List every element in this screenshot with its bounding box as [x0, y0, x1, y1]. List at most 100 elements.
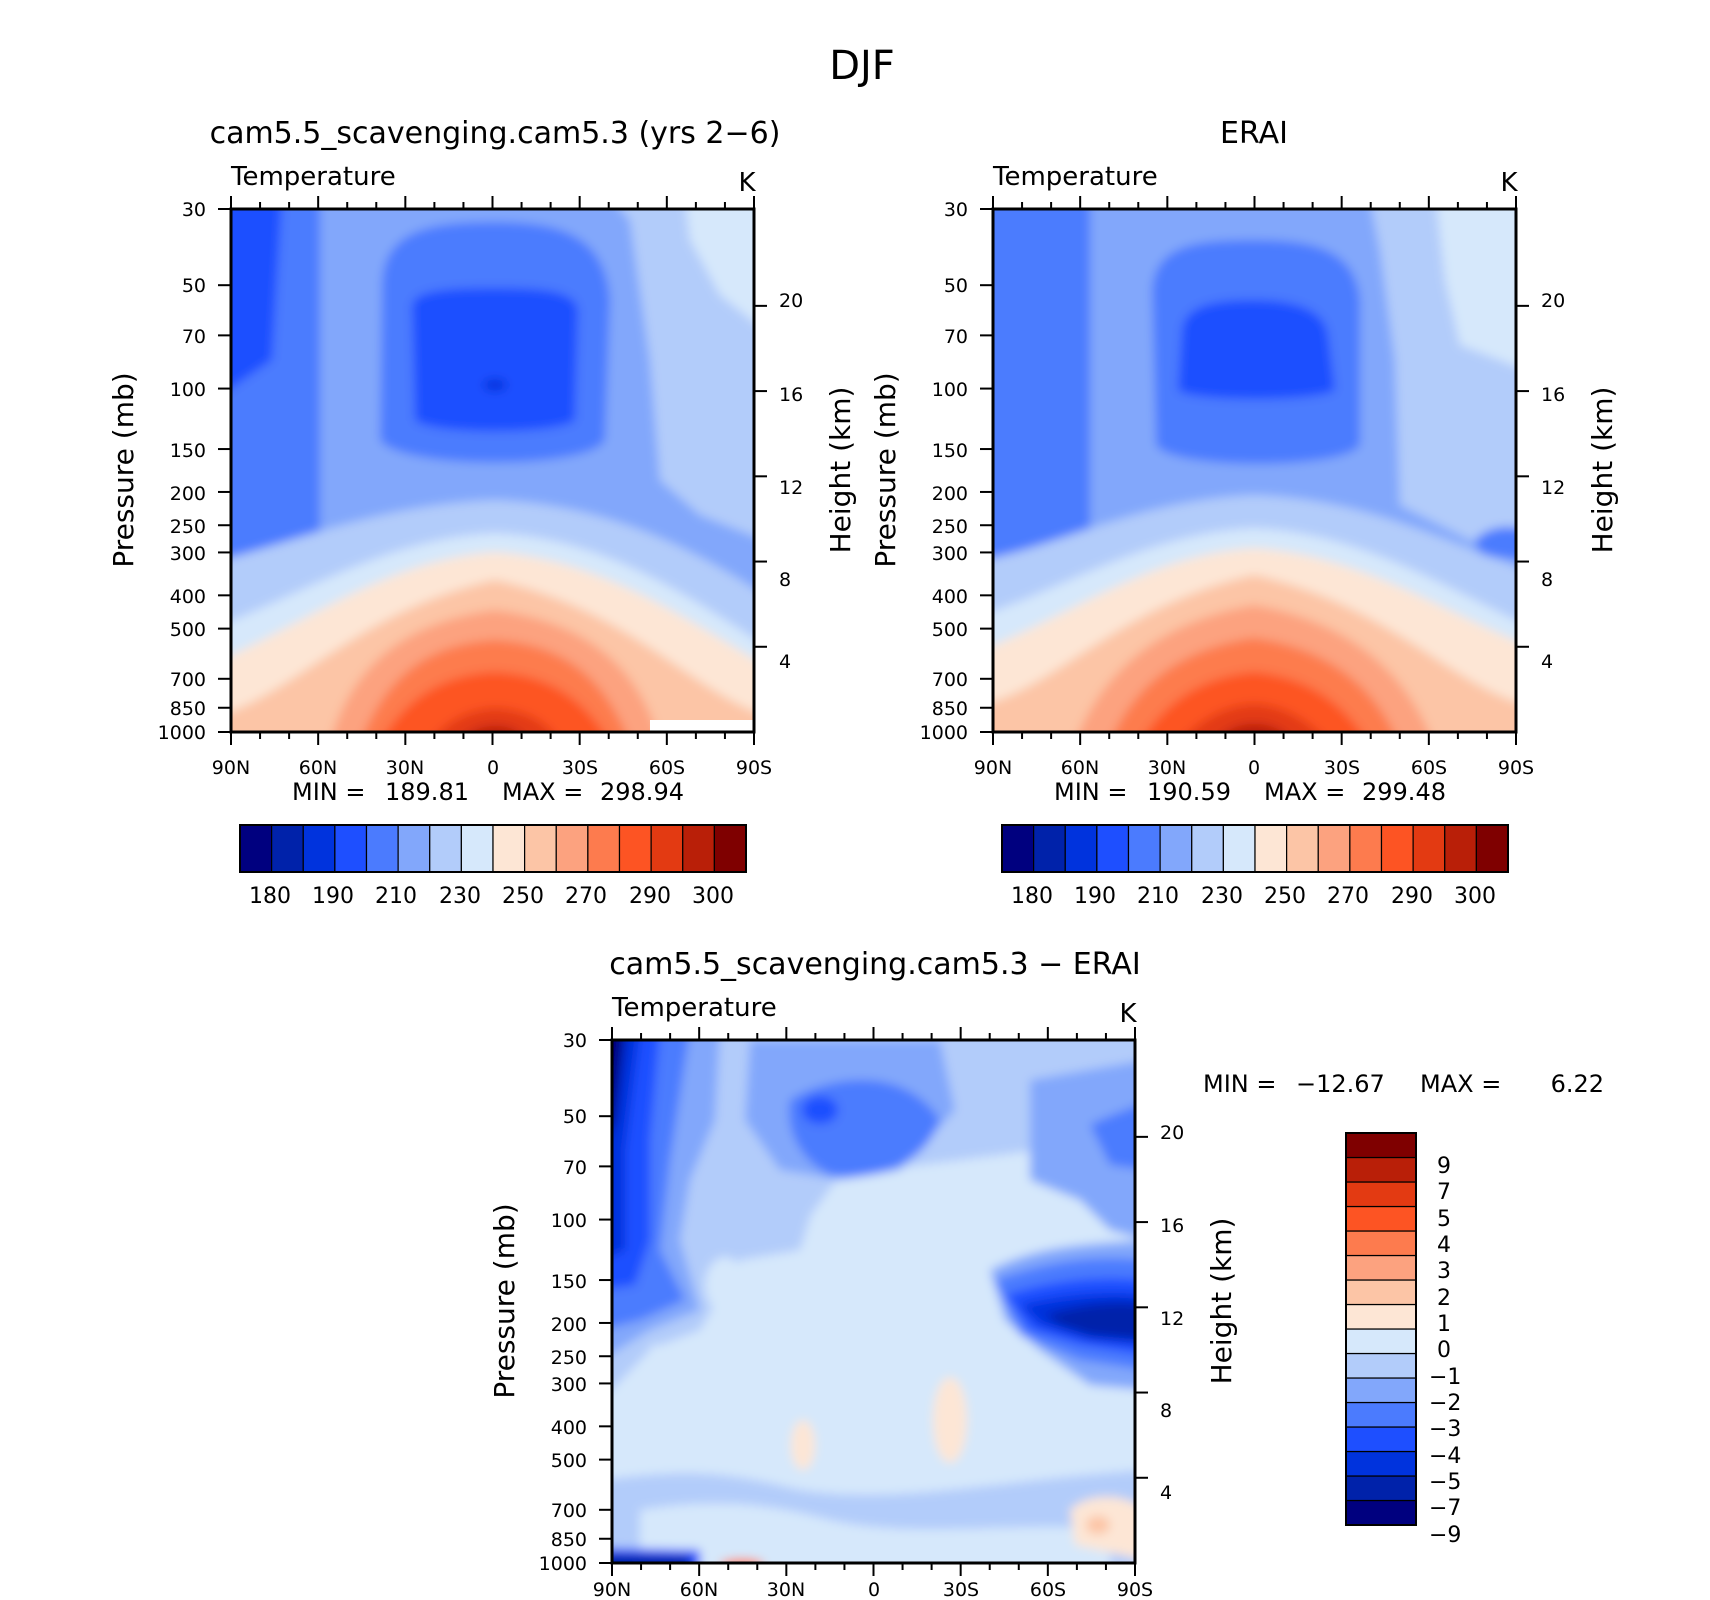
colorbar-label: 2: [1437, 1286, 1451, 1311]
panel-erai-ylabel-right: Height (km): [1586, 387, 1619, 554]
panel-model-colorbar: 180 190 210 230 250 270 290 300: [239, 824, 747, 909]
y-tick-label: 850: [170, 698, 206, 720]
y-tick-label: 700: [551, 1500, 587, 1522]
x-tick-label: 30N: [767, 1579, 805, 1600]
colorbar-swatch: [302, 824, 336, 873]
height-tick-label: 20: [1160, 1122, 1184, 1144]
panel-model-height-ticks: 20 16 12 8 4: [779, 290, 803, 673]
colorbar-swatch: [1345, 1450, 1417, 1477]
colorbar-swatch: [460, 824, 494, 873]
colorbar-label: −9: [1429, 1523, 1461, 1548]
colorbar-label: 7: [1437, 1180, 1451, 1205]
x-tick-label: 30N: [1148, 757, 1186, 779]
panel-erai-ylabel: Pressure (mb): [869, 372, 902, 567]
x-tick-label: 60S: [1411, 757, 1447, 779]
colorbar-swatch: [1345, 1205, 1417, 1232]
colorbar-swatch: [1345, 1377, 1417, 1404]
colorbar-frame: [239, 824, 747, 873]
x-tick-label: 90N: [593, 1579, 631, 1600]
y-tick-label: 30: [563, 1030, 587, 1052]
x-tick-label: 60N: [299, 757, 337, 779]
y-tick-label: 250: [932, 516, 968, 538]
stat-max-value: 298.94: [600, 778, 684, 806]
y-tick-label: 100: [932, 379, 968, 401]
y-tick-label: 30: [182, 199, 206, 221]
colorbar-label: 270: [565, 884, 607, 909]
y-tick-label: 50: [944, 275, 968, 297]
colorbar-swatch: [555, 824, 589, 873]
colorbar-swatch: [1001, 824, 1035, 873]
stat-max-value: 6.22: [1551, 1070, 1604, 1098]
colorbar-swatch: [1345, 1181, 1417, 1208]
height-tick-label: 16: [1541, 384, 1565, 406]
colorbar-swatch: [365, 824, 399, 873]
colorbar-label: −3: [1429, 1417, 1461, 1442]
colorbar-swatch: [1345, 1426, 1417, 1453]
colorbar-label: 300: [1454, 884, 1496, 909]
panel-diff: cam5.5_scavenging.cam5.3 − ERAI Temperat…: [488, 947, 1604, 1600]
panel-model-title: cam5.5_scavenging.cam5.3 (yrs 2−6): [210, 116, 781, 151]
colorbar-swatch: [713, 824, 747, 873]
colorbar-swatch: [1222, 824, 1256, 873]
colorbar-swatch: [618, 824, 652, 873]
colorbar-swatch: [1345, 1254, 1417, 1281]
y-tick-label: 700: [932, 669, 968, 691]
colorbar-swatch: [397, 824, 431, 873]
y-tick-label: 500: [170, 619, 206, 641]
colorbar-swatch: [271, 824, 304, 873]
colorbar-swatch: [1345, 1328, 1417, 1355]
colorbar-swatch: [492, 824, 526, 873]
height-tick-label: 20: [1541, 290, 1565, 312]
height-tick-label: 8: [1541, 569, 1553, 591]
x-tick-label: 60N: [1061, 757, 1099, 779]
panel-diff-units: K: [1119, 999, 1137, 1029]
colorbar-label: 190: [1074, 884, 1116, 909]
panel-erai-title: ERAI: [1220, 116, 1288, 151]
panel-diff-field: [612, 1040, 1135, 1563]
x-tick-label: 90S: [1498, 757, 1534, 779]
stat-min-value: 190.59: [1147, 778, 1231, 806]
x-tick-label: 0: [487, 757, 499, 779]
x-tick-label: 60N: [680, 1579, 718, 1600]
colorbar-label: 300: [692, 884, 734, 909]
colorbar-label: 210: [375, 884, 417, 909]
height-tick-label: 4: [1160, 1482, 1172, 1504]
colorbar-label: 4: [1437, 1233, 1451, 1258]
panel-model-xticks: 90N 60N 30N 0 30S 60S 90S: [212, 757, 772, 779]
y-tick-label: 30: [944, 199, 968, 221]
colorbar-swatch: [524, 824, 557, 873]
y-tick-label: 300: [170, 543, 206, 565]
panel-model-ylabel-right: Height (km): [824, 387, 857, 554]
panel-model-stats: MIN = 189.81 MAX = 298.94: [292, 778, 684, 806]
x-tick-label: 30N: [386, 757, 424, 779]
stat-min-label: MIN =: [1203, 1070, 1276, 1098]
y-tick-label: 250: [170, 516, 206, 538]
panel-diff-subtitle: Temperature: [611, 993, 777, 1023]
height-tick-label: 4: [779, 651, 791, 673]
colorbar-label: 230: [1201, 884, 1243, 909]
colorbar-label: 250: [502, 884, 544, 909]
panel-model-ylabel: Pressure (mb): [107, 372, 140, 567]
height-tick-label: 4: [1541, 651, 1553, 673]
y-tick-label: 150: [932, 440, 968, 462]
x-tick-label: 90N: [212, 757, 250, 779]
y-tick-label: 250: [551, 1347, 587, 1369]
x-tick-label: 90N: [974, 757, 1012, 779]
colorbar-swatch: [1345, 1279, 1417, 1306]
height-tick-label: 12: [1541, 477, 1565, 499]
height-tick-label: 16: [1160, 1215, 1184, 1237]
y-tick-label: 850: [551, 1529, 587, 1551]
y-tick-label: 400: [551, 1417, 587, 1439]
colorbar-label: −7: [1429, 1496, 1461, 1521]
colorbar-label: 0: [1437, 1338, 1451, 1363]
stat-max-label: MAX =: [1264, 778, 1345, 806]
stat-min-value: −12.67: [1296, 1070, 1385, 1098]
colorbar-label: 210: [1137, 884, 1179, 909]
colorbar-swatch: [1444, 824, 1477, 873]
panel-model-subtitle: Temperature: [230, 162, 396, 192]
colorbar-label: 230: [439, 884, 481, 909]
y-tick-label: 700: [170, 669, 206, 691]
panel-erai-field: [993, 209, 1516, 732]
x-tick-label: 30S: [562, 757, 598, 779]
